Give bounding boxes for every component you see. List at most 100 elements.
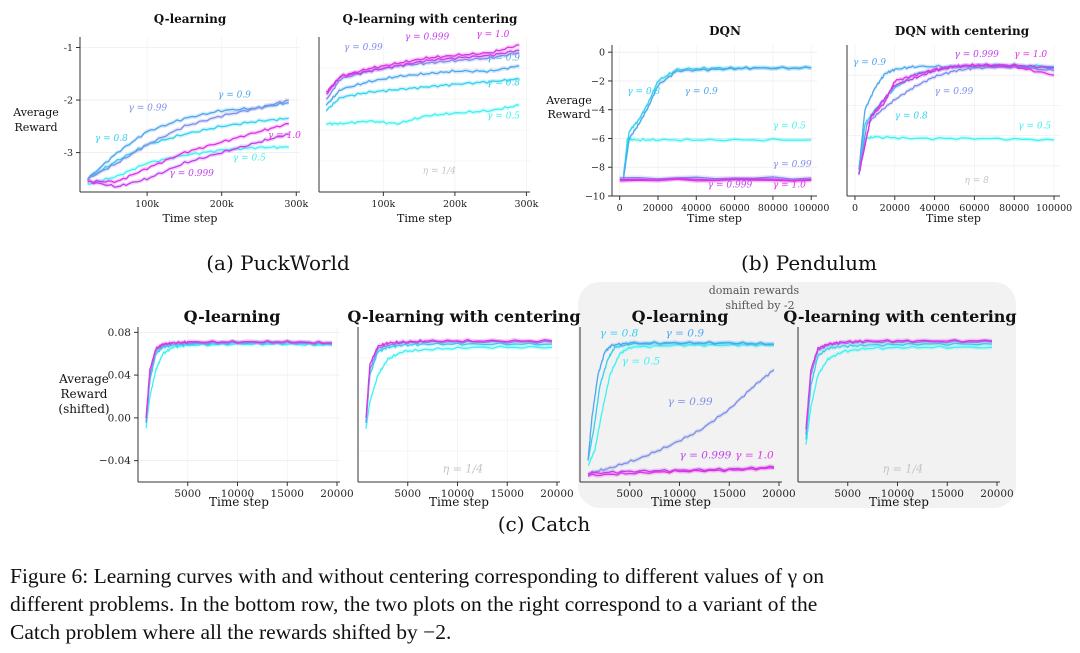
x-tick-label: 15000 bbox=[931, 488, 964, 500]
series-line bbox=[858, 135, 1055, 176]
shade-note-line1: domain rewards bbox=[709, 284, 800, 297]
series-line bbox=[858, 65, 1055, 174]
series-band bbox=[146, 338, 332, 421]
series-line bbox=[87, 133, 289, 188]
series-label: γ = 1.0 bbox=[476, 30, 509, 40]
y-axis-label: Reward bbox=[61, 387, 108, 401]
y-tick-label: -3 bbox=[64, 148, 73, 159]
series-label: γ = 1.0 bbox=[268, 131, 301, 141]
x-tick-label: 10000 bbox=[881, 488, 914, 500]
panel-pw_c: 100k 200k 300k Q-learning with centering Tim… bbox=[318, 12, 539, 225]
series-band bbox=[366, 337, 552, 420]
series-band bbox=[623, 135, 812, 182]
x-tick-label: 200k bbox=[443, 199, 467, 210]
y-tick-label: −8 bbox=[591, 163, 605, 174]
series-label: γ = 0.99 bbox=[128, 104, 167, 114]
panel-title: Q-learning bbox=[154, 12, 227, 26]
series-line bbox=[587, 465, 775, 476]
x-tick-label: 10000 bbox=[663, 488, 696, 500]
x-axis-label: Time step bbox=[163, 212, 218, 225]
x-axis-label: Time step bbox=[397, 212, 452, 225]
series-label: γ = 0.999 bbox=[405, 33, 450, 43]
series-line bbox=[326, 104, 520, 126]
y-tick-label: −6 bbox=[591, 134, 605, 145]
series-label: γ = 0.9 bbox=[685, 87, 718, 97]
y-tick-label: −2 bbox=[591, 76, 605, 87]
series-band bbox=[87, 132, 289, 190]
series-label: γ = 0.999 bbox=[954, 50, 999, 60]
x-tick-label: 100k bbox=[371, 199, 395, 210]
series-label: γ = 0.8 bbox=[95, 134, 128, 144]
x-tick-label: 200k bbox=[210, 199, 234, 210]
series-line bbox=[325, 44, 520, 93]
series-line bbox=[858, 63, 1055, 175]
x-axis-label: Time step bbox=[651, 495, 711, 509]
series-line bbox=[365, 342, 553, 423]
panel-cs_c: 5000 10000 15000 20000 Q-learning with cente… bbox=[783, 307, 1016, 509]
y-axis-label: Reward bbox=[14, 121, 57, 134]
x-tick-label: 0 bbox=[852, 203, 858, 214]
x-tick-label: 80000 bbox=[758, 203, 788, 214]
x-tick-label: 15000 bbox=[271, 488, 304, 500]
series-line bbox=[858, 64, 1055, 170]
series-line bbox=[619, 178, 812, 182]
series-line bbox=[622, 66, 812, 179]
y-tick-label: −10 bbox=[585, 192, 605, 203]
series-label: γ = 1.0 bbox=[735, 449, 774, 461]
eta-label: η = 1/4 bbox=[423, 167, 456, 177]
series-band bbox=[326, 76, 520, 114]
x-tick-label: 20000 bbox=[762, 488, 795, 500]
series-line bbox=[587, 369, 775, 475]
x-tick-label: 10000 bbox=[441, 488, 474, 500]
eta-label: η = 1/4 bbox=[443, 462, 484, 475]
x-tick-label: 300k bbox=[284, 199, 308, 210]
series-band bbox=[326, 63, 520, 108]
x-tick-label: 20000 bbox=[540, 488, 573, 500]
x-axis-label: Time step bbox=[687, 212, 742, 225]
x-tick-label: 5000 bbox=[394, 488, 421, 500]
x-tick-label: 60000 bbox=[719, 203, 749, 214]
y-tick-label: 0.08 bbox=[108, 327, 131, 339]
x-tick-label: 5000 bbox=[834, 488, 861, 500]
x-tick-label: 10000 bbox=[221, 488, 254, 500]
x-tick-label: 15000 bbox=[713, 488, 746, 500]
series-line bbox=[622, 137, 812, 180]
y-axis-label: Average bbox=[12, 106, 59, 119]
series-label: γ = 0.8 bbox=[627, 87, 660, 97]
series-label: γ = 0.9 bbox=[666, 328, 705, 340]
series-label: γ = 0.5 bbox=[773, 121, 806, 131]
shifted-rewards-shade bbox=[578, 282, 1016, 508]
x-tick-label: 5000 bbox=[174, 488, 201, 500]
x-tick-label: 80000 bbox=[999, 203, 1029, 214]
panel-pd_dqn: 0 20000 40000 60000 80000 100000 0 −2 −4 −6 −8 −10 D… bbox=[545, 24, 829, 225]
panel-title: Q-learning with centering bbox=[783, 307, 1016, 326]
caption-line-1: Figure 6: Learning curves with and witho… bbox=[10, 564, 824, 588]
subcaption-catch: (c) Catch bbox=[498, 512, 591, 536]
x-tick-label: 40000 bbox=[919, 203, 949, 214]
series-label: γ = 0.8 bbox=[487, 78, 520, 88]
x-tick-label: 20000 bbox=[643, 203, 673, 214]
series-band bbox=[858, 63, 1054, 172]
panel-title: Q-learning with centering bbox=[343, 12, 519, 26]
panel-title: DQN with centering bbox=[895, 24, 1030, 38]
x-tick-label: 100000 bbox=[793, 203, 829, 214]
series-band bbox=[858, 62, 1054, 177]
series-label: γ = 0.5 bbox=[487, 111, 520, 121]
series-label: γ = 0.999 bbox=[680, 449, 732, 461]
series-label: γ = 0.9 bbox=[853, 58, 886, 68]
series-label: γ = 0.999 bbox=[708, 180, 753, 190]
series-line bbox=[325, 52, 520, 100]
x-tick-label: 100k bbox=[135, 199, 159, 210]
series-line bbox=[365, 340, 553, 423]
series-line bbox=[145, 342, 333, 429]
x-tick-label: 60000 bbox=[959, 203, 989, 214]
panel-title: Q-learning with centering bbox=[347, 307, 580, 326]
panel-title: Q-learning bbox=[184, 307, 281, 326]
series-line bbox=[87, 145, 289, 185]
x-axis-label: Time step bbox=[429, 495, 489, 509]
x-tick-label: 20000 bbox=[320, 488, 353, 500]
x-axis-label: Time step bbox=[209, 495, 269, 509]
series-label: γ = 1.0 bbox=[773, 180, 806, 190]
series-line bbox=[365, 345, 553, 429]
series-label: γ = 0.9 bbox=[487, 54, 520, 64]
